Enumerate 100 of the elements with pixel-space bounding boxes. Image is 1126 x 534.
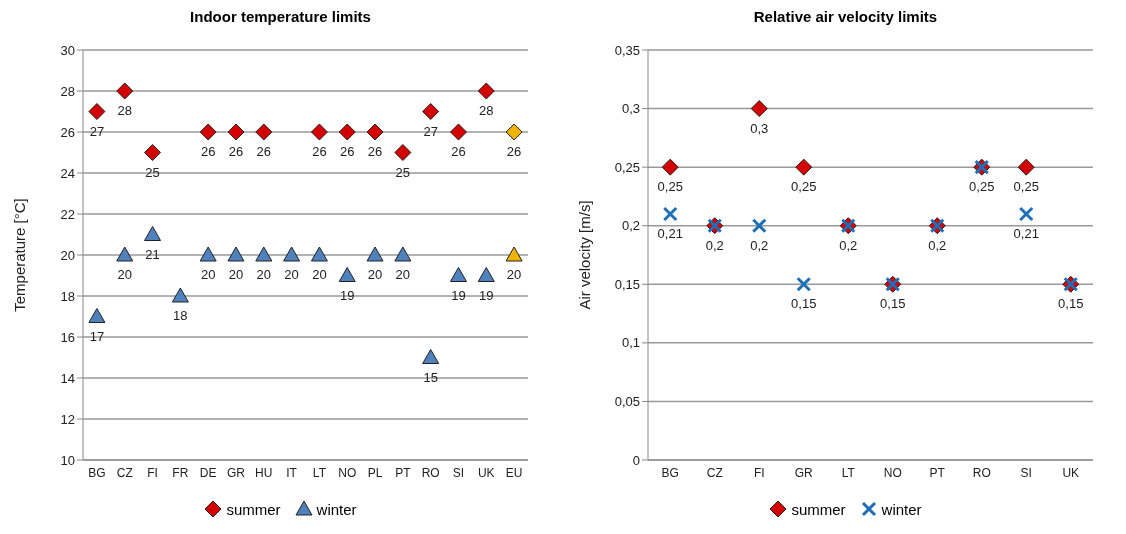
y-tick-label: 30 bbox=[60, 42, 75, 58]
point bbox=[1017, 158, 1035, 176]
legend-label: summer bbox=[790, 500, 846, 518]
data-label: 19 bbox=[339, 287, 355, 303]
point bbox=[144, 144, 162, 161]
data-label: 0,3 bbox=[750, 120, 769, 136]
point bbox=[422, 103, 440, 120]
data-label: 25 bbox=[395, 164, 411, 180]
y-tick-label: 20 bbox=[60, 247, 75, 263]
x-tick-label: PT bbox=[929, 465, 946, 480]
data-label: 26 bbox=[312, 144, 327, 159]
x-tick-label: LT bbox=[312, 465, 327, 480]
x-tick-label: GR bbox=[794, 465, 814, 480]
x-tick-label: HU bbox=[255, 465, 273, 480]
point bbox=[310, 246, 328, 262]
x-tick-label: SI bbox=[452, 465, 465, 480]
point bbox=[366, 123, 384, 141]
x-tick-label: FI bbox=[147, 465, 158, 480]
data-label: 20 bbox=[312, 267, 327, 282]
point bbox=[199, 246, 217, 262]
point bbox=[477, 82, 495, 100]
x-tick-label: IT bbox=[286, 465, 298, 480]
x-tick-label: FI bbox=[753, 465, 765, 480]
point bbox=[662, 206, 678, 222]
data-label: 20 bbox=[284, 267, 299, 282]
data-label: 0,25 bbox=[791, 179, 817, 195]
legend-label: summer bbox=[225, 500, 281, 518]
x-tick-label: CZ bbox=[706, 465, 723, 480]
data-label: 20 bbox=[200, 267, 216, 282]
y-tick-label: 16 bbox=[60, 329, 75, 345]
x-tick-label: NO bbox=[883, 465, 902, 480]
x-tick-label: RO bbox=[972, 465, 991, 480]
y-tick-label: 0,2 bbox=[621, 218, 640, 234]
data-label: 26 bbox=[506, 144, 522, 159]
data-label: 19 bbox=[451, 287, 466, 303]
y-tick-label: 24 bbox=[60, 165, 75, 181]
point bbox=[796, 276, 812, 292]
x-tick-label: BG bbox=[661, 465, 679, 480]
data-label: 26 bbox=[200, 144, 216, 159]
legend-label: winter bbox=[315, 500, 357, 518]
y-tick-label: 18 bbox=[60, 288, 75, 304]
data-label: 19 bbox=[479, 287, 494, 303]
y-tick-label: 26 bbox=[60, 124, 75, 140]
point bbox=[283, 246, 301, 262]
point bbox=[449, 123, 467, 141]
data-label: 27 bbox=[89, 123, 105, 139]
data-label: 20 bbox=[506, 267, 522, 282]
data-label: 28 bbox=[117, 103, 132, 118]
data-label: 25 bbox=[145, 164, 160, 180]
data-label: 0,21 bbox=[1013, 226, 1039, 241]
point bbox=[310, 123, 328, 141]
data-label: 20 bbox=[228, 267, 244, 282]
data-label: 20 bbox=[395, 267, 411, 282]
x-tick-label: DE bbox=[199, 465, 217, 480]
point bbox=[661, 158, 679, 176]
data-label: 26 bbox=[451, 144, 466, 159]
data-label: 27 bbox=[423, 123, 438, 139]
data-label: 21 bbox=[145, 246, 160, 262]
x-tick-label: BG bbox=[88, 465, 106, 480]
y-tick-label: 12 bbox=[60, 411, 75, 427]
data-label: 26 bbox=[256, 144, 272, 159]
data-label: 0,2 bbox=[839, 237, 858, 253]
point bbox=[1018, 206, 1034, 222]
x-tick-label: UK bbox=[1062, 465, 1080, 480]
x-tick-label: GR bbox=[226, 465, 246, 480]
data-label: 17 bbox=[89, 328, 105, 344]
point bbox=[199, 123, 217, 141]
x-tick-label: SI bbox=[1020, 465, 1032, 480]
point bbox=[171, 287, 189, 303]
point bbox=[255, 123, 273, 141]
data-label: 26 bbox=[228, 144, 244, 159]
point bbox=[477, 267, 495, 282]
point bbox=[422, 349, 440, 364]
y-tick-label: 14 bbox=[60, 370, 75, 386]
y-axis-title: Temperature [°C] bbox=[11, 198, 29, 312]
data-label: 0,25 bbox=[1013, 179, 1039, 195]
x-tick-label: CZ bbox=[116, 465, 133, 480]
point bbox=[116, 82, 134, 100]
data-label: 20 bbox=[117, 267, 132, 282]
y-tick-label: 0 bbox=[632, 452, 640, 468]
data-label: 0,15 bbox=[880, 296, 906, 312]
x-tick-label: UK bbox=[477, 465, 495, 480]
chart-title: Indoor temperature limits bbox=[189, 8, 372, 27]
chart-title: Relative air velocity limits bbox=[752, 8, 939, 27]
data-label: 0,2 bbox=[705, 237, 724, 253]
y-tick-label: 0,05 bbox=[614, 394, 640, 410]
x-tick-label: FR bbox=[172, 465, 189, 480]
point bbox=[751, 218, 767, 234]
data-label: 0,25 bbox=[657, 179, 683, 195]
data-label: 26 bbox=[367, 144, 383, 159]
y-tick-label: 0,15 bbox=[614, 276, 640, 292]
data-label: 0,25 bbox=[969, 179, 995, 195]
x-tick-label: NO bbox=[338, 465, 357, 480]
point bbox=[88, 103, 106, 120]
y-tick-label: 0,35 bbox=[614, 42, 640, 58]
data-label: 18 bbox=[173, 308, 188, 323]
point bbox=[88, 308, 106, 323]
x-tick-label: RO bbox=[421, 465, 440, 480]
point bbox=[366, 246, 384, 262]
data-label: 0,15 bbox=[1058, 296, 1084, 312]
